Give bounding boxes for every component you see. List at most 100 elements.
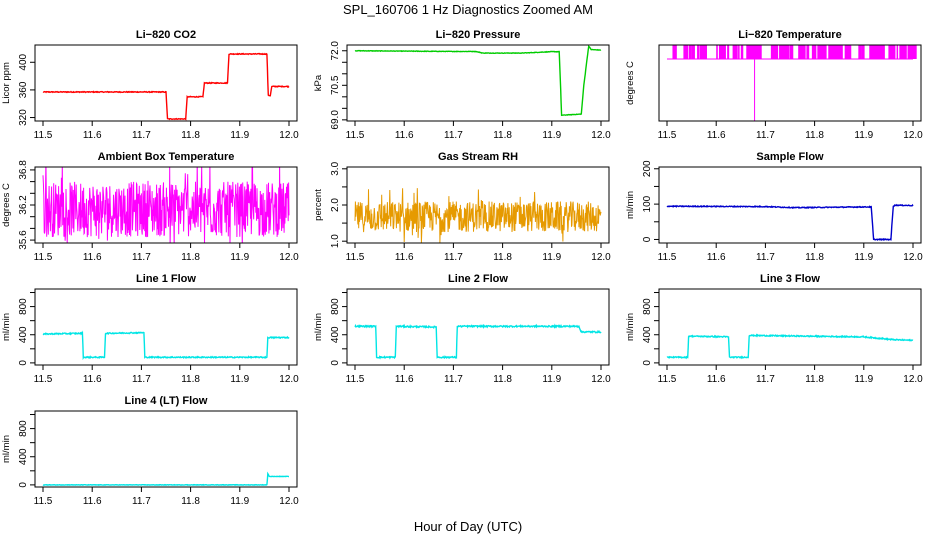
x-tick-label: 11.8 (181, 496, 200, 507)
panel-frame (346, 288, 610, 366)
panel-ylabel: ml/min (313, 313, 324, 341)
plot-area (42, 330, 290, 361)
temperature-spike (784, 45, 789, 59)
temperature-spike (718, 45, 726, 59)
panel-9: Line 4 (LT) Flow ml/min 11.5 11.6 11.7 11.8 11… (1, 395, 299, 507)
y-tick-label: 800 (18, 420, 29, 437)
panel-ylabel: degrees C (1, 183, 12, 227)
temperature-spike (770, 45, 777, 59)
x-tick-label: 11.9 (230, 252, 249, 263)
x-tick-label: 11.8 (805, 130, 824, 141)
temperature-spike (740, 45, 744, 59)
x-tick-label: 11.5 (346, 130, 365, 141)
panel-6: Line 1 Flow ml/min 11.5 11.6 11.7 11.8 11.9 12.… (1, 273, 299, 385)
x-tick-label: 11.7 (444, 130, 463, 141)
series-line (42, 52, 290, 121)
y-tick-label: 1.0 (330, 234, 341, 248)
x-tick-label: 11.7 (756, 130, 775, 141)
series-line (666, 333, 914, 360)
panel-ylabel: ml/min (1, 313, 12, 341)
x-tick-label: 11.8 (805, 252, 824, 263)
x-tick-label: 11.9 (542, 252, 561, 263)
y-tick-label: 320 (18, 109, 29, 126)
temperature-spike (872, 45, 876, 59)
series-line (42, 167, 290, 243)
x-tick-label: 11.9 (230, 130, 249, 141)
panel-frame (346, 166, 610, 244)
panel-frame (34, 410, 298, 488)
plot-area (667, 45, 917, 121)
temperature-spike (828, 45, 835, 59)
y-tick-label: 800 (330, 298, 341, 315)
x-tick-label: 11.9 (542, 374, 561, 385)
panel-ylabel: ml/min (1, 435, 12, 463)
x-tick-label: 12.0 (591, 252, 611, 263)
panel-8: Line 3 Flow ml/min 11.5 11.6 11.7 11.8 11.9 12.… (625, 273, 923, 385)
panel-title: Line 4 (LT) Flow (125, 395, 208, 407)
plot-area (354, 323, 602, 360)
temperature-spike (902, 45, 904, 59)
x-tick-label: 11.6 (395, 374, 414, 385)
panel-3: Ambient Box Temperature degrees C 11.5 11.6… (1, 151, 299, 263)
y-tick-label: 0 (642, 236, 653, 242)
x-tick-label: 12.0 (279, 374, 299, 385)
panel-title: Li−820 Temperature (738, 29, 841, 41)
y-tick-label: 400 (18, 448, 29, 465)
x-tick-label: 11.6 (707, 130, 726, 141)
x-tick-label: 11.6 (707, 374, 726, 385)
x-tick-label: 11.8 (181, 130, 200, 141)
x-tick-label: 11.7 (756, 252, 775, 263)
temperature-spike (904, 45, 907, 59)
temperature-spike (888, 45, 896, 59)
y-tick-label: 70.5 (330, 75, 341, 95)
x-tick-label: 11.7 (132, 130, 151, 141)
temperature-spike (779, 45, 786, 59)
temperature-spike (833, 45, 839, 59)
temperature-spike (672, 45, 677, 59)
panel-title: Li−820 Pressure (436, 29, 521, 41)
temperature-spike (691, 45, 695, 59)
temperature-spike (836, 45, 843, 59)
series-line (42, 471, 289, 486)
x-tick-label: 11.5 (34, 252, 53, 263)
series-line (666, 203, 914, 242)
x-tick-label: 12.0 (591, 130, 611, 141)
plot-area (666, 203, 914, 242)
temperature-spike (697, 45, 700, 59)
temperature-spike (822, 45, 827, 59)
y-tick-label: 400 (18, 53, 29, 70)
x-tick-label: 11.5 (658, 130, 677, 141)
plot-area (42, 52, 290, 121)
y-tick-label: 36.2 (18, 195, 29, 215)
temperature-spike (787, 45, 790, 59)
figure-xlabel: Hour of Day (UTC) (414, 519, 522, 534)
y-tick-label: 400 (642, 326, 653, 343)
temperature-spike (759, 45, 762, 59)
x-tick-label: 12.0 (279, 130, 299, 141)
panel-title: Sample Flow (756, 151, 824, 163)
panel-title: Line 3 Flow (760, 273, 820, 285)
series-line (42, 330, 290, 361)
series-line (354, 323, 602, 360)
plot-area (666, 333, 914, 360)
temperature-spike (757, 45, 761, 59)
x-tick-label: 11.7 (132, 496, 151, 507)
panel-title: Ambient Box Temperature (98, 151, 235, 163)
x-tick-label: 11.6 (83, 130, 102, 141)
temperature-spike (811, 45, 817, 59)
x-tick-label: 11.5 (346, 252, 365, 263)
x-tick-label: 11.8 (805, 374, 824, 385)
temperature-spike (688, 45, 692, 59)
x-tick-label: 11.7 (132, 252, 151, 263)
temperature-spike (727, 45, 730, 59)
temperature-spike (858, 45, 862, 59)
x-tick-label: 11.5 (658, 374, 677, 385)
temperature-spike (844, 45, 849, 59)
x-tick-label: 12.0 (903, 130, 923, 141)
y-tick-label: 0 (330, 360, 341, 366)
y-tick-label: 3.0 (330, 161, 341, 175)
temperature-spike (732, 45, 738, 59)
temperature-spike (847, 45, 852, 59)
series-line (354, 45, 602, 117)
